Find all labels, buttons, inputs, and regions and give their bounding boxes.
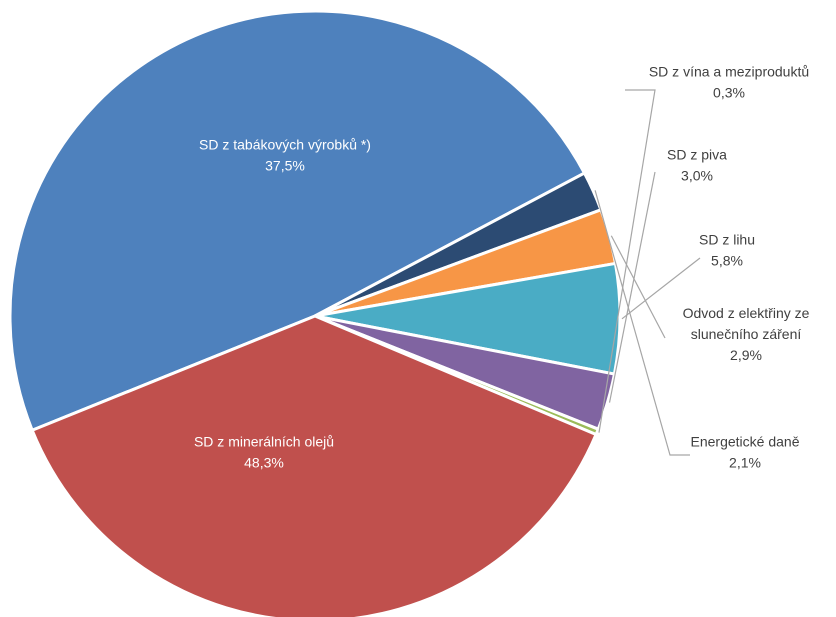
slice-name-label: SD z piva	[667, 147, 727, 163]
slice-name-label: SD z vína a meziproduktů	[649, 64, 809, 80]
slice-value-label: 5,8%	[711, 253, 743, 269]
slice-label-odvod-z-elektriny-ze-slunecniho-zareni: Odvod z elektřiny ze slunečního záření 2,9…	[683, 305, 810, 363]
slice-name-label: Energetické daně	[691, 434, 800, 450]
slice-value-label: 37,5%	[265, 158, 305, 174]
leader-lines	[594, 89, 701, 456]
leader-line-sd-z-vina-a-meziproduktu	[598, 89, 656, 433]
slice-name-label: slunečního záření	[691, 326, 802, 342]
pie-slice-sd-z-tabakovych-vyrobku	[30, 314, 598, 617]
pie-slice-sd-z-mineralnich-oleju	[8, 9, 586, 432]
slice-value-label: 0,3%	[713, 85, 745, 101]
slice-value-label: 48,3%	[244, 455, 284, 471]
slice-name-label: Odvod z elektřiny ze	[683, 305, 810, 321]
slice-label-sd-z-lihu: SD z lihu 5,8%	[699, 232, 755, 269]
leader-line-sd-z-piva	[608, 171, 656, 403]
leader-line-energeticke-dane	[594, 190, 690, 456]
slice-label-energeticke-dane: Energetické daně 2,1%	[691, 434, 800, 471]
slice-name-label: SD z tabákových výrobků *)	[199, 137, 371, 153]
slice-value-label: 2,9%	[730, 347, 762, 363]
slice-label-sd-z-vina-a-meziproduktu: SD z vína a meziproduktů 0,3%	[649, 64, 809, 101]
slice-name-label: SD z minerálních olejů	[194, 434, 334, 450]
slice-value-label: 2,1%	[729, 455, 761, 471]
leader-line-odvod-z-elektriny-ze-slunecniho-zareni	[610, 235, 666, 339]
slice-label-sd-z-mineralnich-oleju: SD z minerálních olejů 48,3%	[194, 434, 334, 471]
slice-label-sd-z-tabakovych-vyrobku: SD z tabákových výrobků *) 37,5%	[199, 137, 371, 174]
slice-name-label: SD z lihu	[699, 232, 755, 248]
slice-label-sd-z-piva: SD z piva 3,0%	[667, 147, 727, 184]
leader-line-sd-z-lihu	[621, 257, 701, 320]
slice-labels: SD z minerálních olejů 48,3% Energetické d…	[194, 64, 810, 471]
pie-slices	[8, 9, 622, 617]
slice-value-label: 3,0%	[681, 168, 713, 184]
